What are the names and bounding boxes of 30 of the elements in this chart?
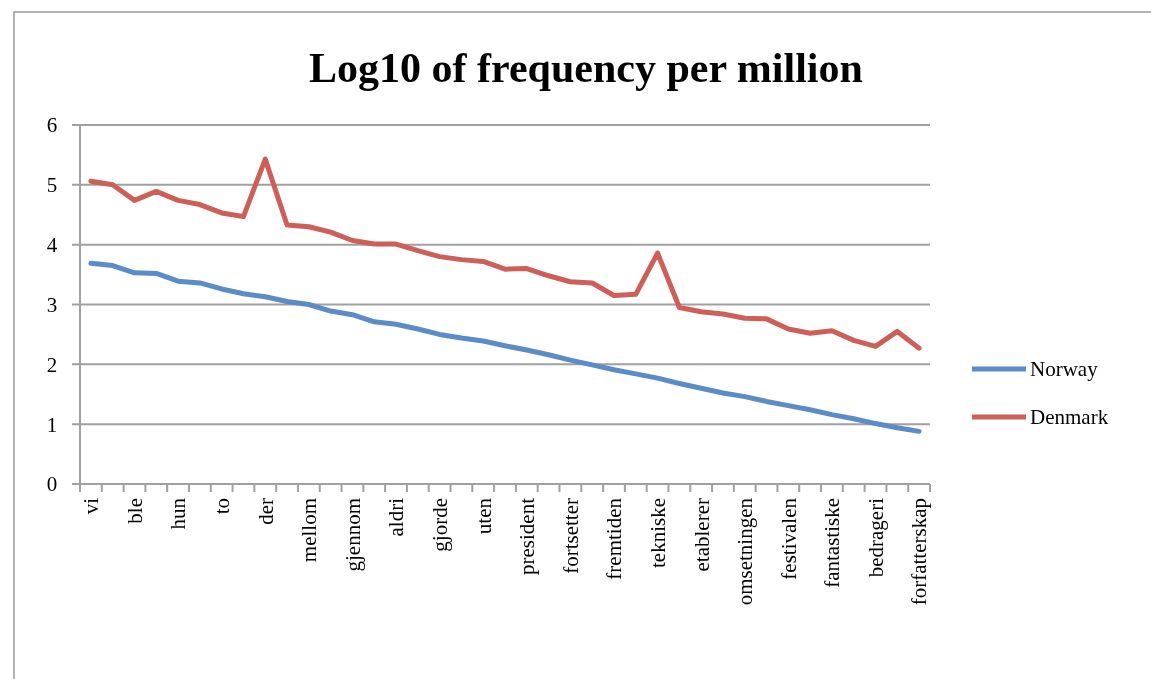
x-tick-label: bedrageri bbox=[863, 497, 888, 578]
x-tick-label: festivalen bbox=[776, 497, 801, 580]
y-tick-label: 5 bbox=[46, 173, 58, 198]
y-tick-label: 0 bbox=[46, 472, 58, 497]
x-tick-label: etablerer bbox=[689, 498, 714, 572]
y-tick-label: 6 bbox=[46, 113, 58, 138]
x-tick-label: hun bbox=[166, 497, 191, 530]
x-tick-label: to bbox=[210, 498, 235, 515]
x-tick-label: uten bbox=[471, 497, 496, 535]
x-tick-label: gjennom bbox=[340, 498, 365, 572]
x-tick-label: gjorde bbox=[427, 498, 452, 552]
legend-label: Norway bbox=[1030, 357, 1099, 382]
x-tick-label: omsetningen bbox=[733, 497, 758, 606]
x-tick-label: ble bbox=[122, 498, 147, 524]
y-tick-label: 1 bbox=[46, 412, 58, 437]
x-tick-label: der bbox=[253, 498, 278, 525]
y-tick-label: 4 bbox=[46, 233, 58, 258]
x-tick-label: aldri bbox=[384, 497, 409, 537]
x-tick-label: fortsetter bbox=[558, 497, 583, 574]
x-tick-label: tekniske bbox=[645, 498, 670, 568]
chart-title: Log10 of frequency per million bbox=[309, 45, 863, 91]
x-tick-label: fremtiden bbox=[602, 497, 627, 580]
x-tick-label: mellom bbox=[297, 498, 322, 563]
x-tick-label: president bbox=[515, 497, 540, 575]
y-tick-label: 3 bbox=[46, 292, 58, 317]
x-tick-label: vi bbox=[79, 497, 104, 515]
y-tick-label: 2 bbox=[46, 352, 58, 377]
x-tick-label: fantastiske bbox=[820, 498, 845, 588]
x-tick-label: forfatterskap bbox=[907, 498, 932, 606]
legend-label: Denmark bbox=[1030, 405, 1109, 430]
